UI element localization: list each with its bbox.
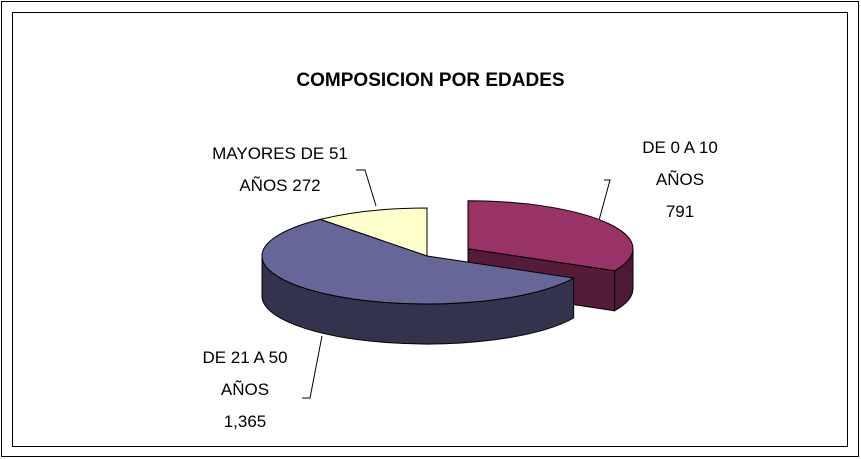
label-value: 1,365 [223,412,267,431]
label-value: 791 [665,202,695,221]
slice [467,200,634,272]
leader-line [597,179,611,225]
label-category: MAYORES DE 51 AÑOS [212,144,348,195]
leader-line [356,169,377,207]
data-label: DE 21 A 50 AÑOS 1,365 [180,342,310,438]
chart-title: COMPOSICION POR EDADES [296,70,565,91]
pie [261,200,634,345]
label-category: DE 0 A 10 AÑOS [642,138,718,189]
data-label: DE 0 A 10 AÑOS 791 [615,132,745,228]
slice [261,218,576,305]
data-label: MAYORES DE 51 AÑOS 272 [190,138,370,202]
plot-frame [12,12,848,447]
label-category: DE 21 A 50 AÑOS [202,348,288,399]
label-value: 272 [292,176,321,195]
leader-line [302,335,323,399]
slice [318,207,428,257]
